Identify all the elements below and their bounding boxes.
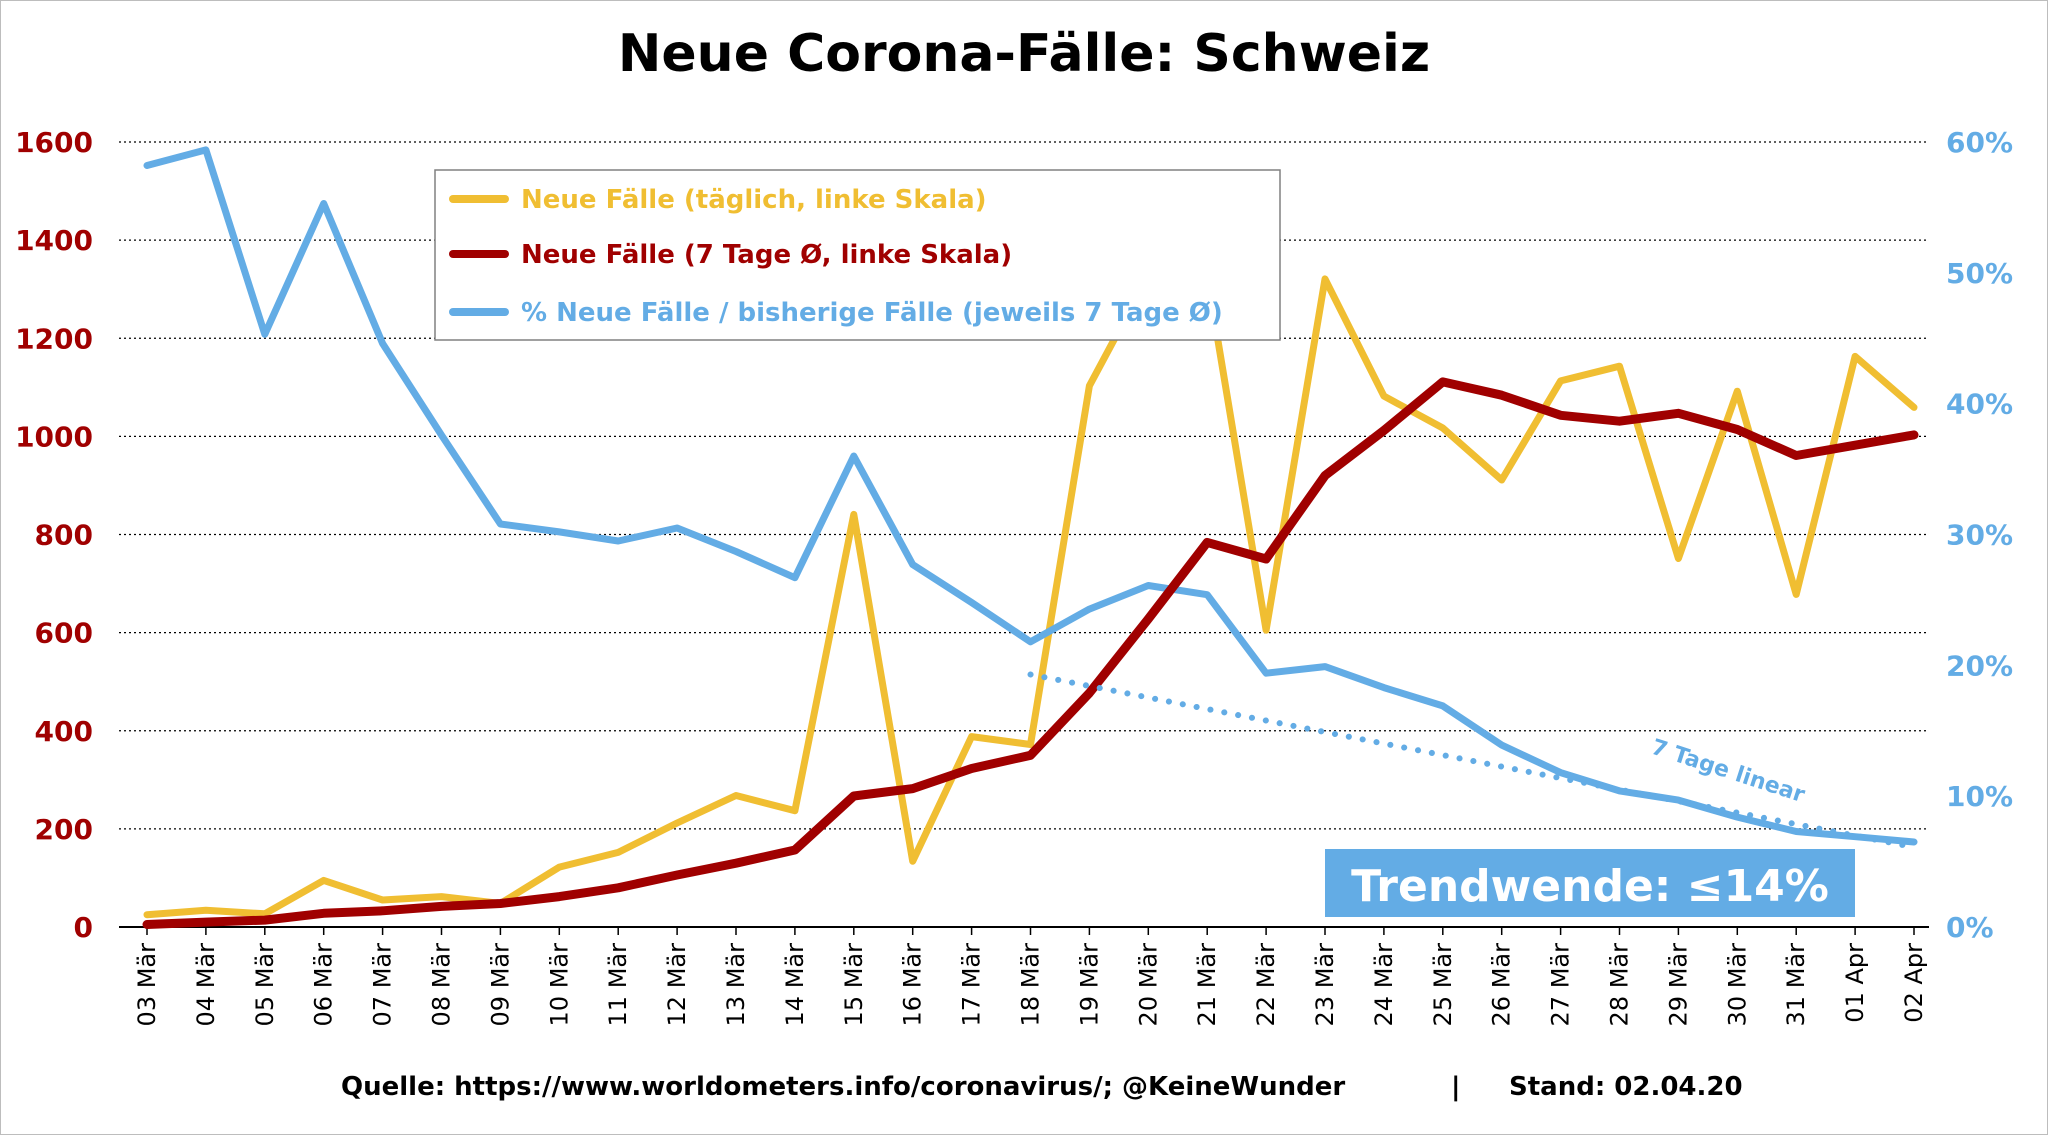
x-tick-label: 06 Mär — [310, 943, 338, 1027]
stand-date-text: Stand: 02.04.20 — [1509, 1072, 1743, 1102]
left-tick-label: 200 — [35, 813, 93, 846]
x-tick-label: 04 Mär — [192, 943, 220, 1027]
legend: Neue Fälle (täglich, linke Skala) Neue F… — [434, 169, 1281, 341]
series-line-7day-avg — [142, 377, 1919, 929]
x-tick-label: 18 Mär — [1017, 943, 1045, 1027]
trend-callout-box — [1325, 849, 1855, 917]
legend-label-7day-avg: Neue Fälle (7 Tage Ø, linke Skala) — [521, 240, 1012, 270]
x-tick-label: 08 Mär — [428, 943, 456, 1027]
series-line-daily — [143, 272, 1918, 919]
x-tick-label: 23 Mär — [1311, 943, 1339, 1027]
x-tick-label: 26 Mär — [1488, 943, 1516, 1027]
right-tick-label: 60% — [1946, 126, 2013, 159]
x-tick-label: 28 Mär — [1606, 943, 1634, 1027]
x-tick-label: 09 Mär — [486, 943, 514, 1027]
x-tick-label: 02 Apr — [1900, 943, 1928, 1023]
trendline-dotted — [1027, 671, 1917, 851]
x-tick-label: 16 Mär — [899, 943, 927, 1027]
footer-separator: | — [1451, 1072, 1461, 1102]
right-tick-label: 30% — [1946, 519, 2013, 552]
x-tick-label: 11 Mär — [604, 943, 632, 1027]
left-tick-label: 1200 — [15, 322, 93, 355]
right-tick-label: 0% — [1946, 911, 1994, 944]
x-tick-label: 14 Mär — [781, 943, 809, 1027]
x-tick-label: 07 Mär — [369, 943, 397, 1027]
legend-box — [434, 169, 1281, 341]
x-tick-label: 03 Mär — [133, 943, 161, 1027]
x-tick-label: 10 Mär — [545, 943, 573, 1027]
chart-title: Neue Corona-Fälle: Schweiz — [618, 24, 1430, 84]
left-tick-label: 1600 — [15, 126, 93, 159]
x-tick-label: 20 Mär — [1134, 943, 1162, 1027]
x-tick-label: 13 Mär — [722, 943, 750, 1027]
source-text: Quelle: https://www.worldometers.info/co… — [341, 1072, 1345, 1102]
axes: 0 200 400 600 800 1000 1200 1400 1600 0% 10% 20% 30%… — [15, 126, 2013, 1026]
right-tick-label: 50% — [1946, 257, 2013, 290]
series-line-percent — [143, 146, 1918, 846]
right-tick-label: 10% — [1946, 780, 2013, 813]
x-tick-label: 29 Mär — [1664, 943, 1692, 1027]
x-tick-label: 05 Mär — [251, 943, 279, 1027]
x-tick-label: 12 Mär — [663, 943, 691, 1027]
x-tick-label: 22 Mär — [1252, 943, 1280, 1027]
left-tick-label: 1000 — [15, 420, 93, 453]
x-tick-label: 19 Mär — [1075, 943, 1103, 1027]
legend-label-percent: % Neue Fälle / bisherige Fälle (jeweils … — [521, 298, 1223, 328]
x-tick-label: 15 Mär — [840, 943, 868, 1027]
trend-callout-text: Trendwende: ≤14% — [1351, 861, 1829, 912]
x-tick-label: 21 Mär — [1193, 943, 1221, 1027]
trend-callout: Trendwende: ≤14% — [1325, 849, 1855, 917]
right-tick-label: 20% — [1946, 649, 2013, 682]
x-tick-label: 17 Mär — [958, 943, 986, 1027]
left-tick-label: 0 — [74, 911, 93, 944]
x-tick-label: 01 Apr — [1841, 943, 1869, 1023]
left-tick-label: 600 — [35, 617, 93, 650]
left-tick-label: 800 — [35, 519, 93, 552]
x-tick-label: 24 Mär — [1370, 943, 1398, 1027]
left-tick-label: 400 — [35, 715, 93, 748]
x-tick-label: 31 Mär — [1782, 943, 1810, 1027]
series-lines — [142, 146, 1919, 929]
left-tick-label: 1400 — [15, 224, 93, 257]
x-tick-label: 30 Mär — [1723, 943, 1751, 1027]
legend-label-daily: Neue Fälle (täglich, linke Skala) — [521, 185, 987, 215]
annotations — [1027, 671, 1917, 851]
right-tick-label: 40% — [1946, 388, 2013, 421]
x-tick-label: 27 Mär — [1547, 943, 1575, 1027]
x-tick-label: 25 Mär — [1429, 943, 1457, 1027]
